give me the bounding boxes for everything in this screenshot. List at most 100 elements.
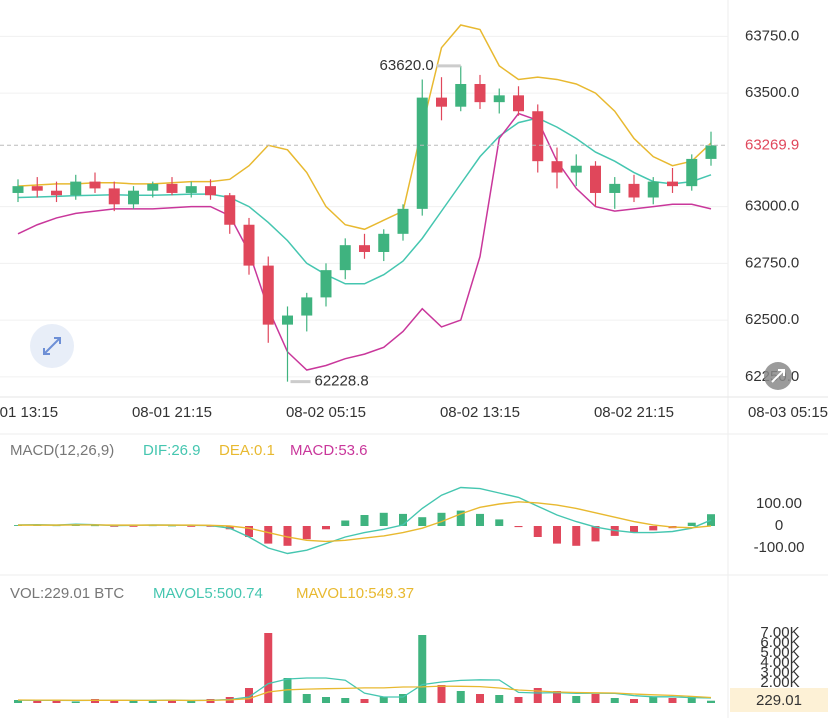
volume-bar (283, 678, 292, 703)
candle-body (570, 165, 582, 173)
macd-bar (649, 526, 658, 531)
volume-bar (591, 694, 600, 703)
volume-bar (33, 701, 42, 703)
volume-bar (514, 697, 523, 703)
macd-bar (418, 517, 427, 526)
scroll-button[interactable] (764, 362, 792, 390)
macd-bar (360, 515, 369, 526)
legend-entry: MAVOL5:500.74 (153, 585, 263, 602)
volume-bar (456, 691, 465, 703)
y-tick-label: 62500.0 (745, 311, 799, 328)
candle-body (513, 95, 524, 112)
volume-bar (572, 696, 581, 703)
y-tick-label: 6.00K (760, 634, 799, 651)
macd-bar (514, 526, 523, 528)
macd-bar (572, 526, 581, 546)
candle-body (416, 97, 428, 209)
candle-body (359, 245, 370, 252)
macd-bar (456, 510, 465, 526)
macd-bar (533, 526, 542, 537)
candle-body (705, 145, 717, 159)
macd-bar (437, 512, 446, 526)
expand-button[interactable] (30, 324, 74, 368)
macd-bar (129, 526, 138, 527)
macd-bar (687, 522, 696, 526)
legend-entry: DIF:26.9 (143, 442, 201, 459)
candle-body (667, 181, 678, 187)
indicator-line (18, 501, 712, 543)
y-tick-label: 4.00K (760, 654, 799, 671)
y-tick-label: 3.00K (760, 664, 799, 681)
macd-bar (302, 526, 311, 540)
indicator-line (17, 24, 712, 231)
volume-bar (379, 697, 388, 703)
macd-bar (168, 525, 176, 527)
candle-body (224, 195, 236, 225)
volume-bar (187, 701, 196, 703)
y-tick-label: 2.00K (760, 674, 799, 691)
volume-bar (649, 697, 658, 703)
annotation-label: 63620.0 (380, 57, 434, 74)
candle-body (378, 233, 390, 252)
y-tick-label: 62750.0 (745, 254, 799, 271)
volume-bar (129, 701, 138, 703)
macd-bar (245, 526, 253, 537)
y-tick-label: 63000.0 (745, 198, 799, 215)
candle-body (147, 183, 159, 191)
candle-body (474, 83, 486, 103)
volume-bar (110, 700, 119, 703)
macd-bar (91, 525, 99, 527)
candle-body (108, 188, 120, 205)
volume-bar (610, 698, 619, 703)
x-tick-label: 08-02 21:15 (594, 404, 674, 421)
volume-bar (687, 696, 696, 703)
y-tick-label: 63500.0 (745, 84, 799, 101)
volume-bar (495, 695, 504, 703)
macd-bar (495, 519, 504, 526)
volume-bar (707, 700, 715, 703)
legend-entry: MAVOL10:549.37 (296, 585, 414, 602)
macd-bar (264, 526, 273, 544)
candle-body (12, 186, 24, 193)
y-tick-label: 100.00 (756, 495, 802, 512)
candle-body (590, 165, 601, 193)
macd-bar (379, 512, 388, 526)
volume-bar (360, 699, 369, 703)
volume-bar (168, 700, 176, 703)
candle-body (532, 111, 544, 162)
volume-bar (533, 688, 542, 703)
candle-body (551, 161, 563, 173)
candle-body (609, 183, 621, 193)
macd-bar (553, 526, 561, 544)
candle-body (320, 270, 332, 298)
panel-title: VOL:229.01 BTC (10, 585, 124, 602)
volume-bar (418, 635, 427, 703)
macd-bar (283, 526, 292, 546)
x-tick-label: 08-02 13:15 (440, 404, 520, 421)
indicator-line (17, 117, 712, 285)
last-volume-label: 229.01 (756, 692, 802, 709)
macd-bar (341, 520, 350, 526)
macd-bar (399, 513, 407, 526)
macd-bar (187, 526, 196, 527)
candle-body (185, 186, 197, 193)
volume-bar (630, 699, 638, 703)
plot: 62250.062500.062750.063000.063500.063750… (0, 24, 828, 712)
y-tick-label: 5.00K (760, 644, 799, 661)
candle-body (31, 186, 43, 191)
candle-body (70, 181, 82, 196)
candle-body (205, 186, 216, 196)
candle-body (455, 83, 467, 107)
y-tick-label: 7.00K (760, 624, 799, 641)
annotation-label: 62228.8 (315, 373, 369, 390)
macd-bar (322, 526, 330, 530)
volume-bar (668, 698, 677, 703)
x-tick-label: 08-03 05:15 (748, 404, 828, 421)
y-tick-label: 63750.0 (745, 27, 799, 44)
macd-bar (206, 526, 215, 527)
macd-bar (591, 526, 600, 542)
volume-bar (264, 633, 273, 703)
volume-bar (302, 694, 311, 703)
candle-body (243, 224, 255, 266)
